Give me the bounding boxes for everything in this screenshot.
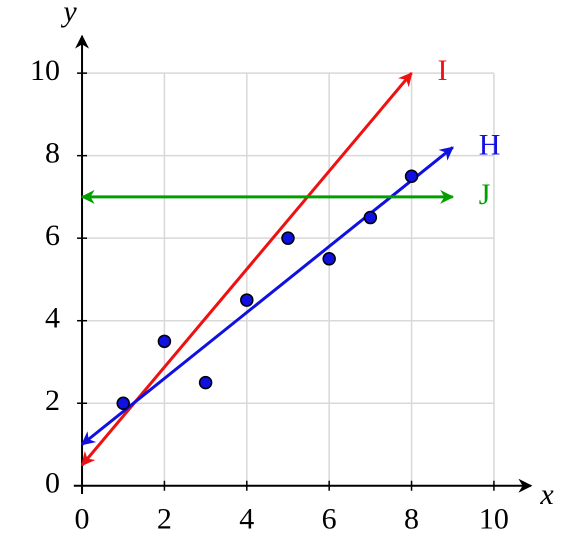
data-point (322, 252, 336, 266)
y-tick-label: 4 (45, 302, 60, 335)
y-tick-label: 0 (45, 467, 60, 500)
x-tick-label: 0 (75, 503, 90, 536)
line-label: J (479, 178, 491, 211)
data-point (157, 334, 172, 349)
x-axis-label: x (539, 478, 554, 511)
x-tick-label: 6 (322, 503, 337, 536)
data-point (198, 375, 213, 390)
y-tick-label: 2 (45, 384, 60, 417)
x-tick-label: 8 (404, 503, 419, 536)
x-tick-label: 4 (239, 503, 254, 536)
x-tick-label: 10 (479, 503, 509, 536)
y-tick-label: 8 (45, 137, 60, 170)
y-axis-label: y (60, 0, 77, 28)
line-label: H (479, 128, 501, 161)
line-label: I (438, 54, 448, 87)
line (80, 146, 454, 446)
data-point (281, 231, 295, 245)
data-point (363, 210, 378, 225)
data-point (240, 293, 254, 307)
y-tick-label: 10 (30, 54, 60, 87)
data-point (404, 169, 419, 184)
x-tick-label: 2 (157, 503, 172, 536)
y-tick-label: 6 (45, 219, 60, 252)
data-point (116, 396, 130, 410)
